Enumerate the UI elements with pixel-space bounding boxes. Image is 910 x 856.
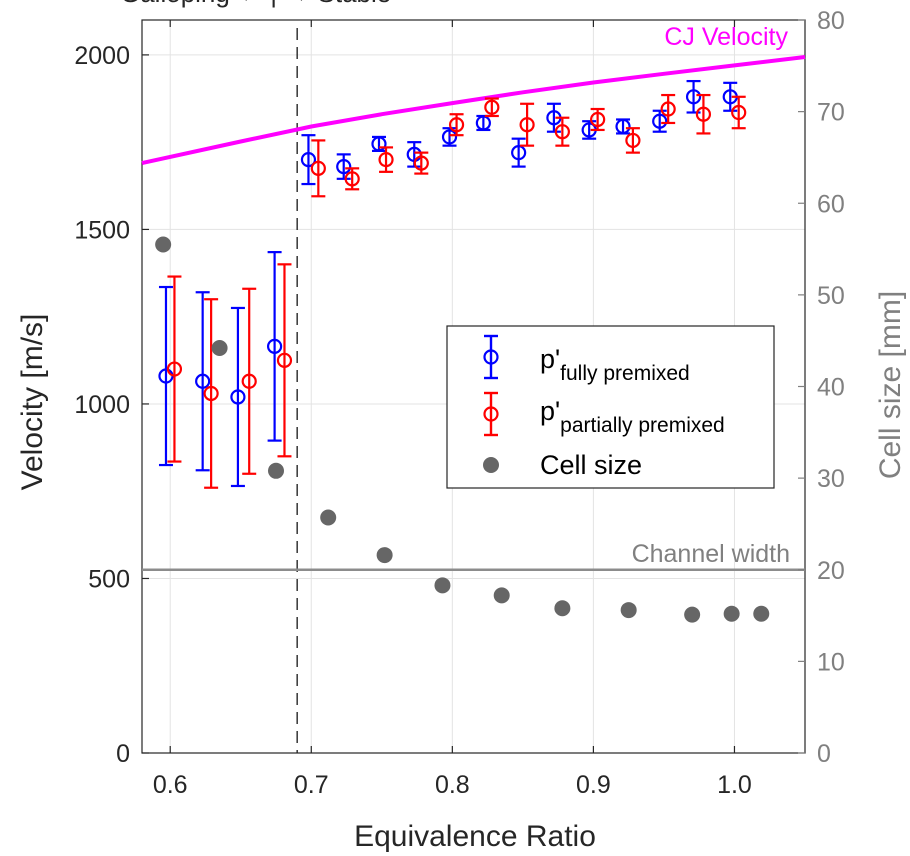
data-point bbox=[695, 106, 712, 122]
y2-tick-label: 40 bbox=[817, 374, 845, 402]
data-point bbox=[195, 373, 211, 389]
legend-box bbox=[446, 325, 775, 489]
cell-size-point bbox=[753, 605, 770, 622]
y2-tick-label: 80 bbox=[817, 7, 845, 35]
x-tick-label: 0.7 bbox=[294, 771, 329, 799]
series-cell-size bbox=[155, 236, 770, 623]
data-point bbox=[378, 152, 394, 168]
data-point bbox=[276, 352, 293, 368]
data-point bbox=[441, 129, 458, 145]
data-point bbox=[310, 160, 326, 176]
legend-marker bbox=[483, 406, 499, 422]
cell-size-point bbox=[493, 587, 510, 604]
data-point bbox=[230, 389, 246, 405]
data-point bbox=[685, 89, 702, 105]
legend-entry-cell-size: Cell size bbox=[483, 450, 642, 480]
y2-axis-label: Cell size [mm] bbox=[874, 291, 907, 479]
legend-marker bbox=[483, 457, 499, 473]
ticks: 0.6 0.7 0.8 0.9 1.0 0 500 1000 1500 2000 0 10 20 30 40… bbox=[74, 7, 844, 799]
y2-tick-label: 70 bbox=[817, 99, 845, 127]
y2-tick-label: 20 bbox=[817, 557, 845, 585]
data-point bbox=[615, 118, 631, 135]
data-point bbox=[660, 101, 676, 117]
cell-size-point bbox=[723, 605, 740, 622]
series-fully-premixed bbox=[158, 79, 738, 488]
x-tick-label: 1.0 bbox=[717, 771, 752, 799]
legend-label: p'partially premixed bbox=[540, 396, 725, 437]
cell-size-point bbox=[620, 602, 637, 619]
top-label: Galloping ← | → Stable bbox=[120, 0, 391, 8]
data-point bbox=[166, 361, 183, 377]
data-point bbox=[652, 113, 668, 129]
y2-tick-label: 30 bbox=[817, 465, 845, 493]
data-point bbox=[241, 373, 257, 389]
y2-tick-label: 60 bbox=[817, 190, 845, 218]
channel-width-label: Channel width bbox=[632, 540, 790, 568]
cj-velocity-label: CJ Velocity bbox=[664, 23, 788, 51]
y-tick-label: 1000 bbox=[74, 391, 130, 419]
legend-marker bbox=[483, 349, 499, 365]
data-point bbox=[519, 117, 535, 133]
data-point bbox=[590, 111, 606, 128]
legend: p'fully premixed p'partially premixed Ce… bbox=[446, 325, 775, 489]
data-point bbox=[344, 171, 360, 187]
data-point bbox=[554, 124, 570, 140]
y2-tick-label: 0 bbox=[817, 740, 831, 768]
data-point bbox=[448, 117, 465, 133]
data-point bbox=[336, 159, 352, 175]
y-tick-label: 0 bbox=[116, 740, 130, 768]
cell-size-point bbox=[684, 606, 701, 623]
y-axis-label: Velocity [m/s] bbox=[16, 314, 49, 491]
x-tick-label: 0.6 bbox=[153, 771, 188, 799]
cell-size-point bbox=[376, 547, 393, 564]
y2-tick-label: 10 bbox=[817, 648, 845, 676]
data-point bbox=[371, 136, 387, 152]
x-tick-label: 0.8 bbox=[435, 771, 470, 799]
data-point bbox=[203, 385, 219, 402]
series-layer bbox=[155, 79, 770, 623]
data-point bbox=[731, 104, 747, 121]
data-point bbox=[625, 132, 641, 149]
y2-tick-label: 50 bbox=[817, 282, 845, 310]
series-partially-premixed bbox=[166, 93, 747, 489]
legend-label: Cell size bbox=[540, 450, 642, 480]
legend-entry-partially-premixed: p'partially premixed bbox=[483, 391, 725, 437]
y-tick-label: 1500 bbox=[74, 216, 130, 244]
data-point bbox=[413, 155, 429, 171]
cell-size-point bbox=[320, 509, 337, 526]
x-tick-label: 0.9 bbox=[576, 771, 611, 799]
cell-size-point bbox=[268, 462, 285, 479]
data-point bbox=[484, 99, 500, 115]
cell-size-point bbox=[211, 340, 228, 357]
cell-size-point bbox=[155, 236, 172, 253]
legend-label: p'fully premixed bbox=[540, 344, 690, 385]
cell-size-point bbox=[434, 577, 451, 594]
y-tick-label: 2000 bbox=[74, 42, 130, 70]
data-point bbox=[511, 145, 527, 161]
cell-size-point bbox=[554, 600, 571, 617]
x-axis-label: Equivalence Ratio bbox=[354, 820, 596, 853]
legend-entry-fully-premixed: p'fully premixed bbox=[483, 334, 690, 385]
y-tick-label: 500 bbox=[88, 565, 130, 593]
data-point bbox=[300, 152, 317, 168]
data-point bbox=[475, 115, 491, 131]
data-point bbox=[267, 338, 283, 354]
